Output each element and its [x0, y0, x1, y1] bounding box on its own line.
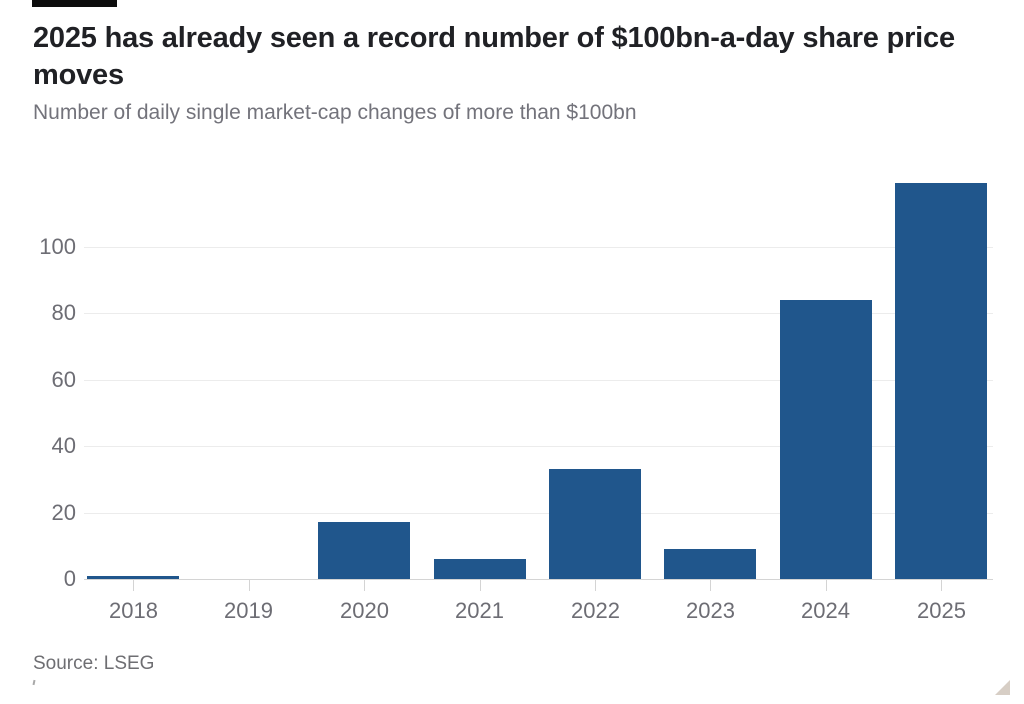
- y-axis-label-0: 0: [63, 566, 76, 591]
- x-axis-label-2025: 2025: [917, 598, 966, 623]
- y-axis-label-40: 40: [51, 433, 76, 458]
- x-axis-label-2020: 2020: [340, 598, 389, 623]
- source-label: Source: LSEG: [33, 653, 155, 674]
- y-axis-label-80: 80: [51, 300, 76, 325]
- x-axis-label-2024: 2024: [801, 598, 850, 623]
- grid-line-100: [84, 247, 993, 248]
- y-axis-label-60: 60: [51, 367, 76, 392]
- x-axis-label-2023: 2023: [686, 598, 735, 623]
- resize-handle-triangle: [995, 680, 1010, 695]
- grid-line-80: [84, 313, 993, 314]
- x-tick-2023: [710, 579, 711, 591]
- x-tick-2025: [941, 579, 942, 591]
- x-tick-2024: [826, 579, 827, 591]
- bar-2020: [318, 522, 410, 579]
- x-tick-2019: [249, 579, 250, 591]
- chart-title: 2025 has already seen a record number of…: [33, 22, 955, 91]
- x-tick-2020: [364, 579, 365, 591]
- x-tick-2021: [480, 579, 481, 591]
- bar-2023: [664, 549, 756, 579]
- x-axis-label-2019: 2019: [224, 598, 273, 623]
- x-axis-label-2018: 2018: [109, 598, 158, 623]
- x-axis-label-2021: 2021: [455, 598, 504, 623]
- grid-line-60: [84, 380, 993, 381]
- bar-2025: [895, 183, 987, 579]
- bar-2022: [549, 469, 641, 579]
- x-tick-2018: [133, 579, 134, 591]
- grid-line-0: [84, 579, 993, 580]
- x-tick-2022: [595, 579, 596, 591]
- bar-2024: [780, 300, 872, 579]
- y-axis-label-100: 100: [39, 234, 76, 259]
- y-axis-label-20: 20: [51, 500, 76, 525]
- bar-2018: [87, 576, 179, 579]
- bar-2021: [434, 559, 526, 579]
- chart-subtitle: Number of daily single market-cap change…: [33, 101, 637, 124]
- grid-line-20: [84, 513, 993, 514]
- top-tag-bar: [32, 0, 117, 7]
- x-axis-label-2022: 2022: [571, 598, 620, 623]
- grid-line-40: [84, 446, 993, 447]
